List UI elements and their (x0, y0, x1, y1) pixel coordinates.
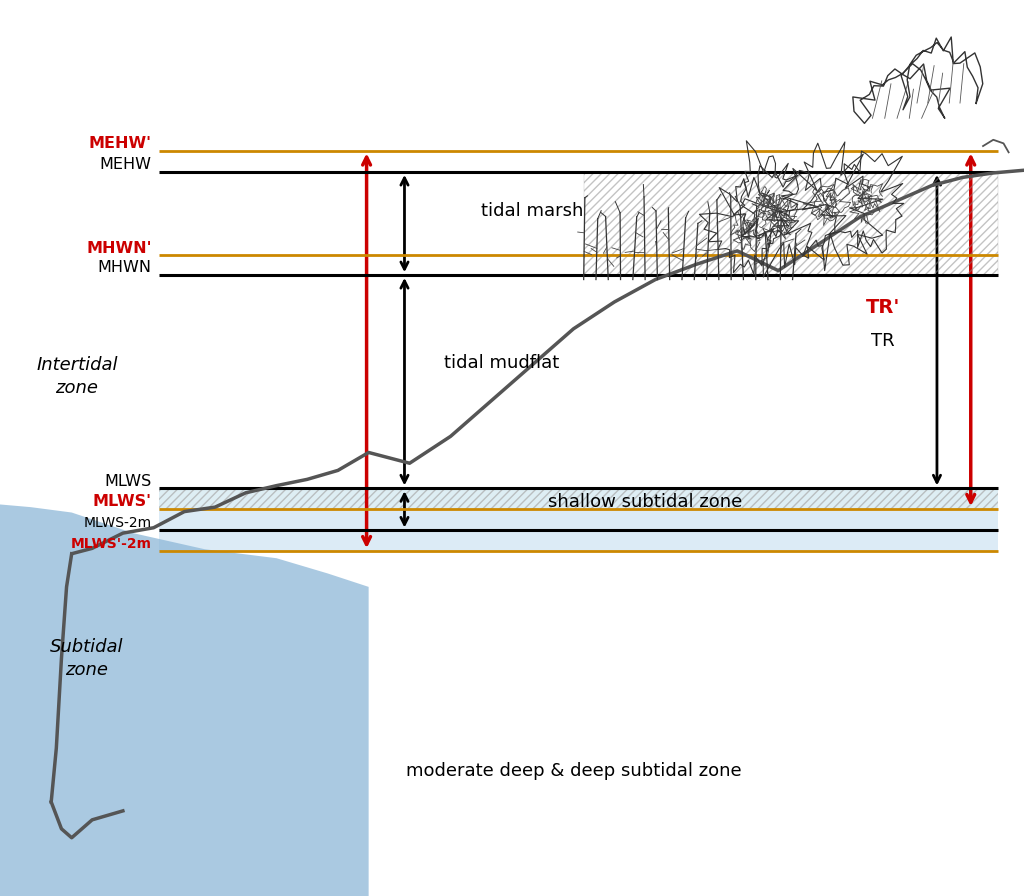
Text: MHWN: MHWN (97, 261, 152, 275)
Text: MEHW: MEHW (99, 158, 152, 172)
Text: MLWS-2m: MLWS-2m (83, 516, 152, 530)
Polygon shape (159, 488, 998, 509)
Text: tidal mudflat: tidal mudflat (444, 354, 559, 372)
Text: TR: TR (870, 332, 895, 350)
Text: Intertidal
zone: Intertidal zone (36, 356, 118, 397)
Polygon shape (0, 504, 369, 896)
Text: MLWS'-2m: MLWS'-2m (71, 537, 152, 551)
Polygon shape (159, 509, 998, 551)
Text: tidal marsh: tidal marsh (481, 202, 584, 220)
Text: Subtidal
zone: Subtidal zone (50, 638, 124, 679)
Text: MHWN': MHWN' (86, 241, 152, 255)
Text: TR': TR' (865, 297, 900, 317)
Text: shallow subtidal zone: shallow subtidal zone (548, 493, 742, 511)
Text: moderate deep & deep subtidal zone: moderate deep & deep subtidal zone (406, 762, 741, 780)
Text: MLWS: MLWS (104, 474, 152, 488)
Text: MEHW': MEHW' (88, 136, 152, 151)
Text: MLWS': MLWS' (92, 495, 152, 509)
